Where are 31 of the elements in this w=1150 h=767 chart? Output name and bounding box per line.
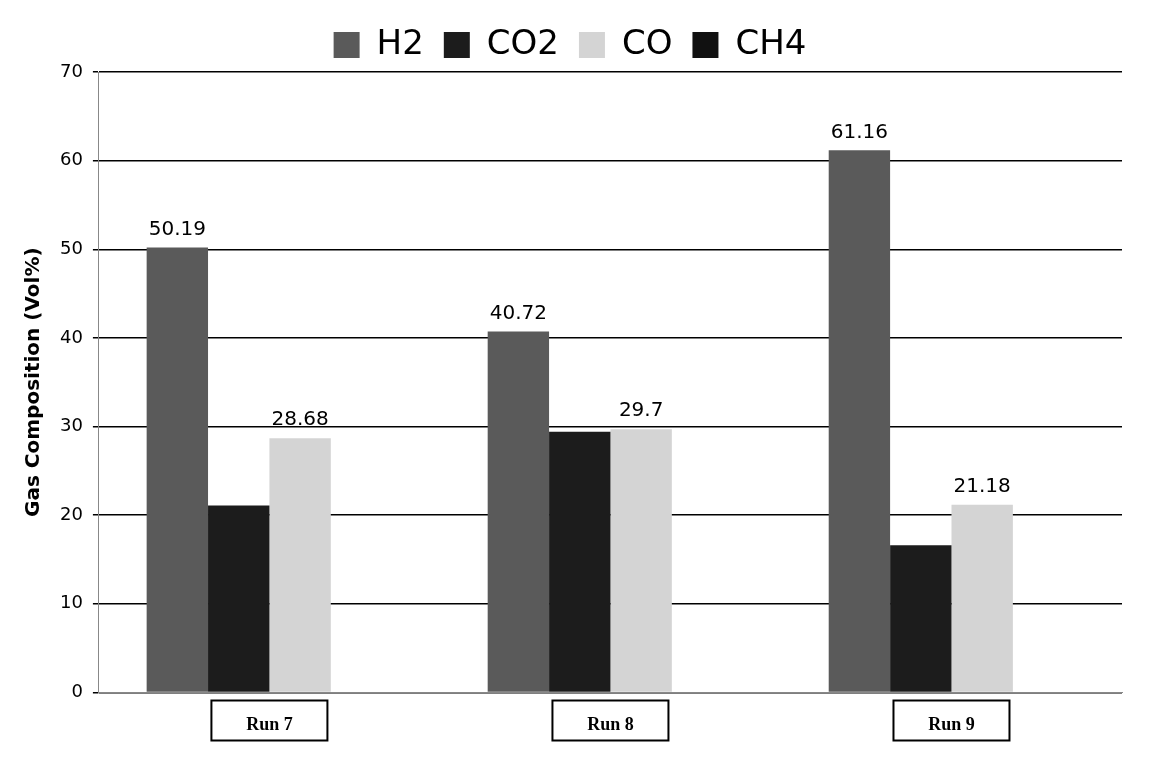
data-label: 61.16 — [830, 118, 889, 143]
y-tick-label: 40 — [60, 325, 83, 347]
x-tick-label: Run 9 — [928, 713, 975, 734]
bar — [951, 504, 1013, 692]
legend-label: H2 — [376, 21, 424, 62]
x-tick-label: Run 7 — [246, 713, 293, 734]
data-label: 50.19 — [148, 215, 206, 240]
legend-label: CO2 — [486, 21, 559, 62]
y-tick-label: 20 — [60, 502, 83, 524]
bar — [487, 331, 550, 692]
bar — [208, 505, 270, 692]
y-tick-label: 60 — [60, 148, 83, 170]
bar — [146, 247, 209, 692]
y-tick-label: 70 — [60, 59, 83, 81]
legend-label: CH4 — [735, 21, 807, 62]
bar — [549, 431, 611, 692]
data-label: 40.72 — [489, 299, 548, 324]
x-tick-label: Run 8 — [587, 713, 634, 734]
y-tick-label: 0 — [71, 680, 83, 702]
bar — [828, 150, 891, 692]
legend-label: CO — [621, 21, 673, 62]
bar — [269, 438, 331, 692]
data-label: 28.68 — [271, 406, 329, 431]
y-tick-label: 10 — [60, 591, 83, 613]
bar — [890, 545, 952, 692]
data-label: 29.7 — [618, 397, 664, 422]
y-tick-label: 30 — [60, 414, 83, 436]
y-tick-label: 50 — [60, 236, 83, 258]
y-axis-title: Gas Composition (Vol%) — [20, 247, 45, 517]
data-label: 21.18 — [953, 472, 1011, 497]
bar — [610, 429, 672, 692]
